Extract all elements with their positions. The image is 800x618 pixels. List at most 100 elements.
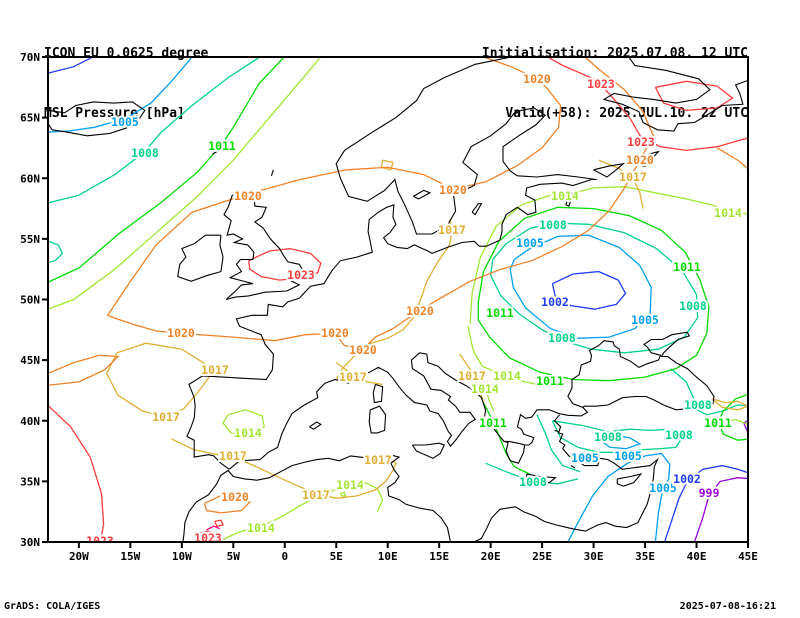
coastline [411, 442, 446, 459]
contour-label-1017: 1017 [458, 369, 486, 383]
contour-label-1017: 1017 [438, 223, 466, 237]
coastline [228, 352, 526, 470]
lon-label: 10W [172, 550, 192, 563]
lon-label: 30E [584, 550, 604, 563]
isobar-1002 [663, 464, 748, 542]
isobar-1017 [335, 219, 454, 380]
isobar-1008 [536, 414, 581, 473]
contour-label-1011: 1011 [479, 416, 507, 430]
lat-label: 50N [20, 294, 40, 307]
isobar-1005 [509, 234, 652, 339]
isobar-1014 [706, 416, 748, 426]
lat-label: 55N [20, 233, 40, 246]
lat-label: 65N [20, 112, 40, 125]
contour-label-1014: 1014 [493, 369, 521, 383]
map-content: 1005 1005 1005 1005 1005 1005 1008 1008 1008 1008… [48, 57, 748, 548]
coastline [554, 429, 559, 433]
lon-label: 15E [429, 550, 449, 563]
isobar-1014 [48, 57, 322, 310]
lon-label: 25E [532, 550, 552, 563]
contour-label-1020: 1020 [221, 490, 249, 504]
contour-label-1008: 1008 [519, 475, 547, 489]
isobar-1023 [654, 80, 734, 112]
contour-label-1017: 1017 [364, 453, 392, 467]
isobar-1017 [380, 159, 394, 171]
contour-label-1017: 1017 [302, 488, 330, 502]
contour-label-1011: 1011 [208, 139, 236, 153]
contour-label-1023: 1023 [587, 77, 615, 91]
lon-label: 0 [281, 550, 288, 563]
contour-label-1002: 1002 [673, 472, 701, 486]
contour-label-1014: 1014 [471, 382, 499, 396]
contour-label-1020: 1020 [406, 304, 434, 318]
isobar-1008 [551, 420, 683, 453]
coastline [48, 101, 146, 137]
coastline [223, 194, 303, 301]
isobar-1014 [217, 481, 384, 542]
lon-label: 15W [120, 550, 140, 563]
contour-label-1014: 1014 [234, 426, 262, 440]
isobar-1014 [484, 385, 495, 412]
coastline [177, 234, 224, 282]
contour-label-1005: 1005 [631, 313, 659, 327]
lon-label: 20W [69, 550, 89, 563]
coastline [182, 454, 452, 542]
isobar-1005 [48, 57, 193, 133]
contour-label-1011: 1011 [486, 306, 514, 320]
lat-label: 70N [20, 51, 40, 64]
lon-label: 10E [378, 550, 398, 563]
contour-label-1020: 1020 [439, 183, 467, 197]
isobar-1026 [209, 531, 223, 536]
coastline [593, 162, 626, 178]
map-frame [47, 56, 749, 543]
coastline [335, 57, 596, 235]
contour-label-999: 999 [699, 486, 720, 500]
contour-label-1020: 1020 [626, 153, 654, 167]
isobar-1011 [477, 206, 710, 382]
lat-label: 35N [20, 475, 40, 488]
coastline [413, 189, 432, 200]
contour-label-1008: 1008 [665, 428, 693, 442]
contour-label-1008: 1008 [684, 398, 712, 412]
contour-label-1020: 1020 [234, 189, 262, 203]
lon-label: 5E [330, 550, 343, 563]
contour-label-1011: 1011 [673, 260, 701, 274]
contour-label-1011: 1011 [536, 374, 564, 388]
isobar-1008 [670, 368, 748, 416]
isobar-1017 [171, 438, 397, 499]
isobar-1002 [551, 270, 627, 310]
field-title: MSL Pressure [hPa] [44, 106, 185, 121]
lat-label: 40N [20, 415, 40, 428]
contour-label-1008: 1008 [131, 146, 159, 160]
contour-label-1020: 1020 [349, 343, 377, 357]
lon-label: 45E [738, 550, 758, 563]
coastline [309, 421, 322, 430]
coastline [368, 405, 387, 434]
lat-label: 60N [20, 172, 40, 185]
contour-label-1005: 1005 [649, 481, 677, 495]
contour-label-1017: 1017 [201, 363, 229, 377]
isobar-1014 [222, 409, 265, 436]
contour-label-1008: 1008 [548, 331, 576, 345]
isobar-1020 [203, 494, 251, 514]
contour-label-1014: 1014 [551, 189, 579, 203]
isobar-1023 [248, 247, 322, 281]
isobar-1005 [601, 434, 642, 450]
contour-label-1023: 1023 [86, 534, 114, 548]
contour-label-1017: 1017 [619, 170, 647, 184]
contour-label-1005: 1005 [614, 449, 642, 463]
lat-label: 30N [20, 536, 40, 549]
contour-label-1023: 1023 [627, 135, 655, 149]
contour-label-1005: 1005 [516, 236, 544, 250]
contour-label-1023: 1023 [287, 268, 315, 282]
isobar-1008 [48, 240, 64, 264]
contour-label-1020: 1020 [321, 326, 349, 340]
contour-label-1005: 1005 [571, 451, 599, 465]
contour-label-1020: 1020 [523, 72, 551, 86]
contour-label-1023: 1023 [194, 531, 222, 545]
contour-label-1002: 1002 [541, 295, 569, 309]
lat-label: 45N [20, 354, 40, 367]
isobar-1023 [48, 404, 105, 542]
coastline [372, 383, 384, 404]
